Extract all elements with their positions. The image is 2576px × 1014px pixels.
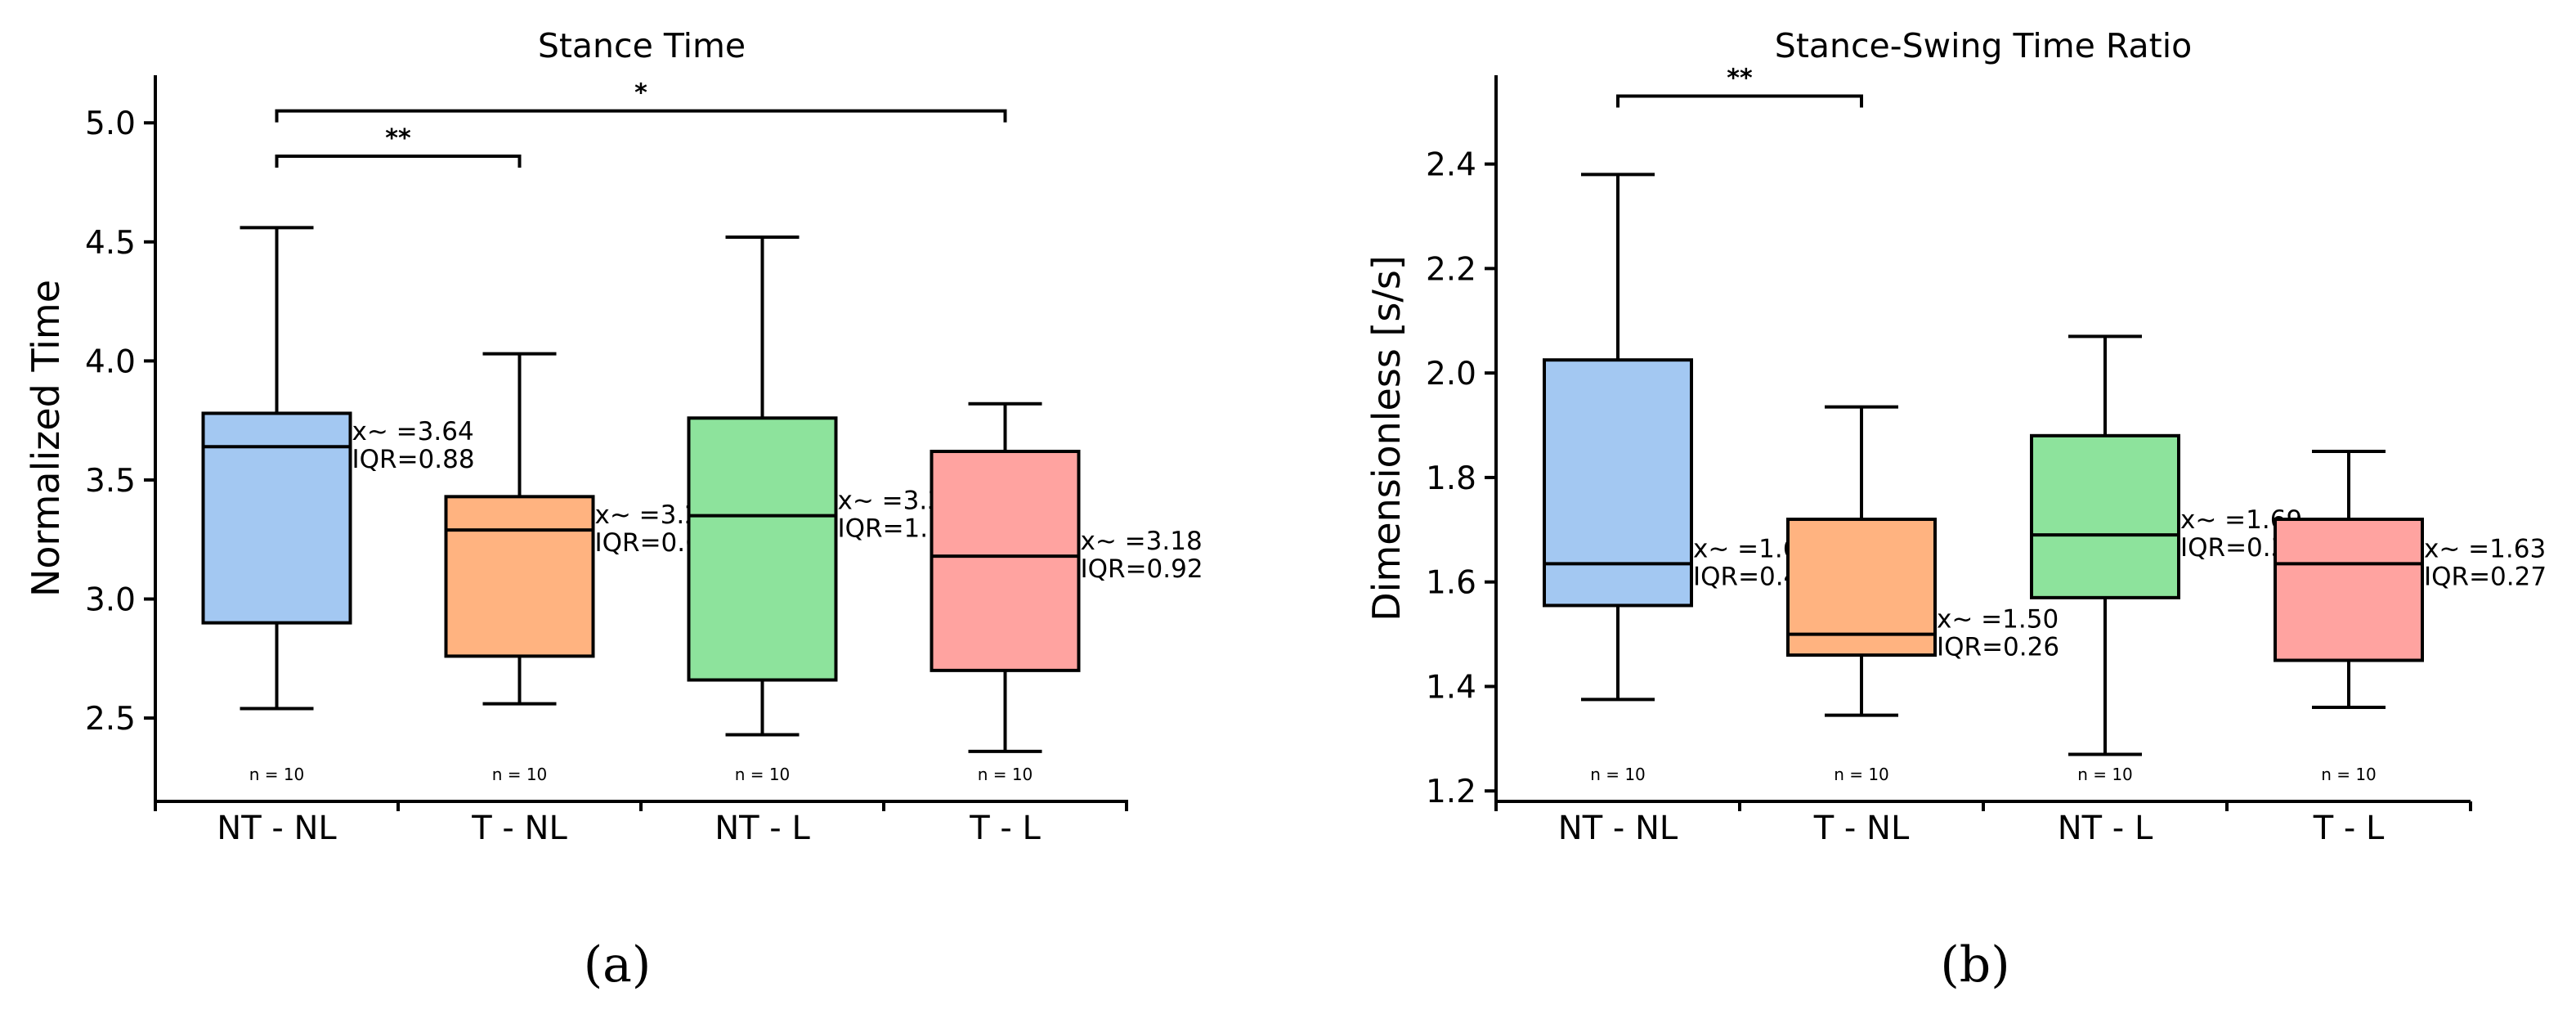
n-count-label: n = 10 — [1590, 765, 1646, 784]
box-iqr — [201, 411, 352, 625]
x-tick-label: T - NL — [1813, 810, 1910, 847]
n-count-label: n = 10 — [2321, 765, 2377, 784]
chart-title: Stance-Swing Time Ratio — [1775, 26, 2192, 65]
x-tick-label: NT - NL — [1558, 810, 1678, 847]
median-annotation: x~ =3.64 — [352, 417, 474, 446]
y-tick-label: 1.8 — [1426, 460, 1476, 497]
iqr-annotation: IQR=0.27 — [2424, 562, 2547, 591]
significance-bracket — [275, 154, 522, 168]
box-iqr — [2274, 518, 2424, 662]
panel-label: (b) — [1940, 936, 2009, 994]
y-tick-label: 4.5 — [85, 225, 136, 262]
n-count-label: n = 10 — [2077, 765, 2133, 784]
panel-label: (a) — [584, 936, 652, 994]
box-iqr — [930, 450, 1081, 672]
y-tick-label: 4.0 — [85, 343, 136, 380]
y-tick-label: 3.0 — [85, 582, 136, 619]
box-iqr — [444, 495, 595, 658]
box-iqr — [1786, 518, 1937, 657]
median-annotation: x~ =3.18 — [1081, 527, 1203, 556]
y-tick-label: 2.0 — [1426, 356, 1476, 393]
y-tick-label: 1.4 — [1426, 669, 1476, 706]
y-axis-label: Normalized Time — [24, 280, 68, 597]
y-tick-label: 1.2 — [1426, 774, 1476, 810]
x-tick-label: NT - NL — [217, 810, 337, 847]
box-iqr — [2030, 433, 2180, 599]
x-tick-label: T - L — [2313, 810, 2385, 847]
x-tick-label: T - L — [969, 810, 1041, 847]
y-tick-label: 2.4 — [1426, 147, 1476, 184]
n-count-label: n = 10 — [978, 765, 1033, 784]
median-annotation: x~ =1.50 — [1937, 605, 2059, 635]
x-tick-label: NT - L — [715, 810, 810, 847]
x-tick-label: NT - L — [2058, 810, 2153, 847]
significance-label: ** — [385, 124, 411, 153]
iqr-annotation: IQR=0.88 — [352, 445, 475, 474]
iqr-annotation: IQR=0.26 — [1937, 633, 2059, 662]
significance-bracket — [275, 109, 1007, 123]
n-count-label: n = 10 — [492, 765, 548, 784]
panel-stance-swing-ratio: 1.2 1.4 1.6 1.8 2.0 2.2 2.4 NT - NL T - NL NT - L… — [1364, 26, 2547, 994]
significance-label: ** — [1727, 65, 1753, 93]
y-tick-label: 3.5 — [85, 463, 136, 500]
y-tick-label: 2.5 — [85, 701, 136, 738]
significance-bracket — [1616, 94, 1863, 108]
y-tick-label: 1.6 — [1426, 565, 1476, 602]
panel-stance-time: 2.5 3.0 3.5 4.0 4.5 5.0 NT - NL T - NL NT - L T -… — [24, 26, 1203, 994]
n-count-label: n = 10 — [1834, 765, 1889, 784]
x-tick-label: T - NL — [471, 810, 567, 847]
significance-label: * — [634, 79, 647, 108]
chart-title: Stance Time — [538, 26, 746, 65]
y-tick-label: 2.2 — [1426, 251, 1476, 288]
y-axis-label: Dimensionless [s/s] — [1364, 255, 1409, 621]
n-count-label: n = 10 — [249, 765, 305, 784]
iqr-annotation: IQR=0.92 — [1081, 554, 1203, 584]
median-annotation: x~ =1.63 — [2424, 534, 2546, 563]
n-count-label: n = 10 — [735, 765, 791, 784]
box-iqr — [687, 416, 838, 682]
y-tick-label: 5.0 — [85, 105, 136, 142]
box-iqr — [1543, 358, 1693, 608]
